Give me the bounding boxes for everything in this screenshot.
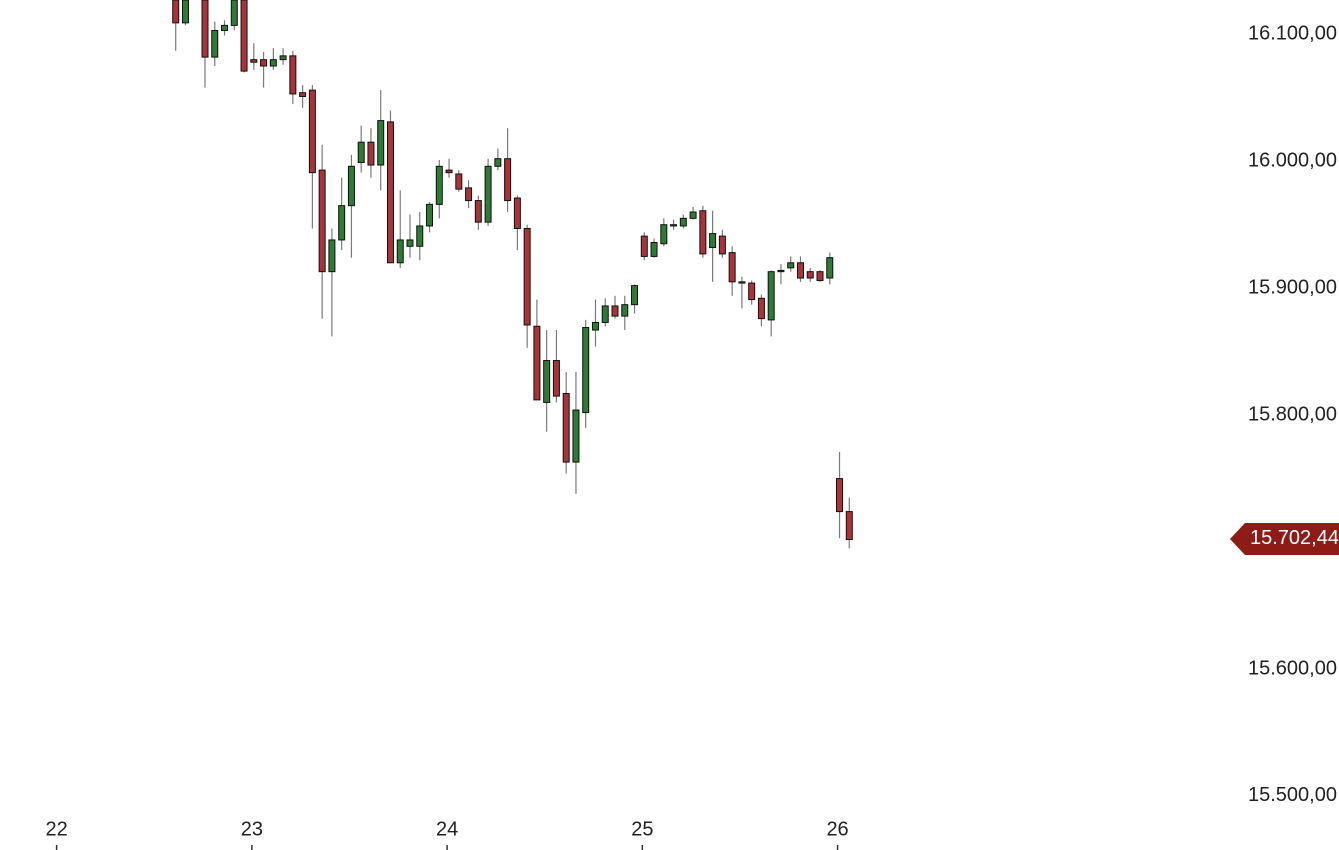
candle-body (836, 478, 844, 513)
candle-body (679, 217, 687, 227)
candle-body (474, 200, 482, 223)
candle-body (504, 158, 512, 202)
candle-body (787, 262, 795, 269)
candle-body (445, 169, 453, 174)
candle-body (718, 235, 726, 255)
y-tick-label: 15.900,00 (1248, 276, 1337, 298)
candle-body (621, 304, 629, 317)
candle-body (796, 262, 804, 279)
candle-body (728, 252, 736, 283)
candle-body (513, 197, 521, 230)
candle-body (572, 409, 580, 463)
candle-body (240, 0, 248, 72)
candle-body (748, 282, 756, 301)
candle-body (172, 0, 180, 24)
x-tick-label: 23 (241, 818, 263, 840)
candle-body (552, 360, 560, 397)
candle-body (377, 120, 385, 166)
candle-body (591, 321, 599, 331)
candle-body (465, 187, 473, 202)
candle-body (221, 24, 229, 31)
candle-body (845, 511, 853, 541)
candle-body (230, 0, 238, 26)
candle-body (367, 141, 375, 166)
candle-body (631, 285, 639, 306)
candle-body (640, 235, 648, 257)
candle-body (670, 224, 678, 227)
candle-body (738, 281, 746, 284)
last-price-label: 15.702,44 (1250, 527, 1339, 549)
candle-body (601, 305, 609, 323)
candle-body (699, 210, 707, 255)
candle-body (650, 241, 658, 257)
candle-body (806, 271, 814, 279)
candle-body (689, 211, 697, 219)
candle-body (494, 158, 502, 167)
plot-area (172, 0, 853, 549)
candle-body (289, 55, 297, 95)
candle-body (562, 393, 570, 463)
candle-body (533, 325, 541, 401)
candle-body (777, 269, 785, 273)
candle-body (826, 257, 834, 279)
y-tick-label: 16.100,00 (1248, 23, 1337, 45)
candle-body (279, 55, 287, 61)
candle-body (308, 89, 316, 174)
y-tick-label: 16.000,00 (1248, 150, 1337, 172)
x-tick-label: 26 (826, 818, 848, 840)
candle-body (543, 360, 551, 403)
candle-body (269, 59, 277, 67)
y-tick-label: 15.600,00 (1248, 657, 1337, 679)
candle-body (709, 233, 717, 249)
candle-body (250, 59, 258, 63)
candle-body (416, 225, 424, 247)
candle-body (386, 121, 394, 264)
x-tick-label: 24 (436, 818, 458, 840)
candle-body (201, 0, 209, 58)
candle-body (523, 228, 531, 326)
candle-body (396, 239, 404, 264)
candle-body (318, 169, 326, 273)
candle-body (338, 205, 346, 241)
candle-body (435, 165, 443, 205)
candle-body (484, 165, 492, 223)
candle-body (406, 239, 414, 247)
candle-body (299, 92, 307, 97)
candle-body (211, 29, 219, 58)
candle-body (426, 203, 434, 227)
candle-body (611, 305, 619, 317)
candle-body (181, 0, 189, 24)
candle-body (660, 224, 668, 245)
candle-body (757, 297, 765, 320)
candle-body (357, 141, 365, 163)
x-tick-label: 22 (45, 818, 67, 840)
candle-body (582, 327, 590, 414)
candle-body (347, 165, 355, 207)
y-tick-label: 15.500,00 (1248, 784, 1337, 806)
x-tick-label: 25 (631, 818, 653, 840)
candle-body (455, 173, 463, 190)
candle-body (767, 271, 775, 321)
candle-body (816, 271, 824, 282)
candle-body (260, 59, 268, 67)
candle-body (328, 239, 336, 273)
y-tick-label: 15.800,00 (1248, 403, 1337, 425)
last-price-marker (1230, 522, 1339, 555)
